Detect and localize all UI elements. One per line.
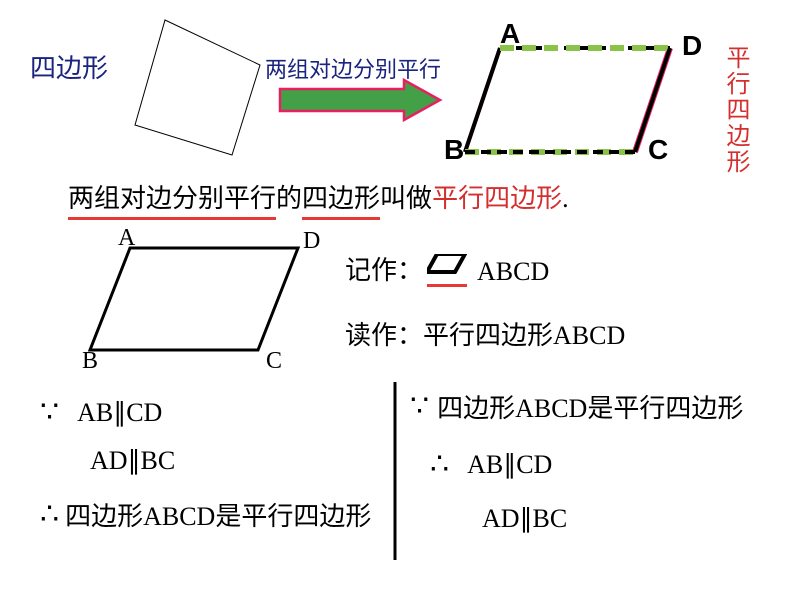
vertex-D-top: D [682, 30, 702, 62]
left-premise2: AD∥BC [90, 446, 175, 475]
right-premise: 四边形ABCD是平行四边形 [437, 388, 743, 425]
def-seg1: 两组对边分别平行 [68, 178, 276, 220]
arrow-transform [280, 80, 440, 120]
proof-right: ∵ 四边形ABCD是平行四边形 ∴ AB∥CD AD∥BC [410, 388, 743, 534]
parallelogram-mid [90, 248, 298, 350]
left-line2: AD∥BC [90, 446, 371, 476]
parallelogram-symbol-wrap [427, 251, 467, 287]
notation-row: 记作： ABCD [345, 250, 549, 287]
left-premise1: AB∥CD [77, 398, 162, 428]
label-parallelogram-vertical: 平行四边形 [718, 45, 753, 175]
right-concl2: AD∥BC [482, 504, 567, 533]
irregular-quad-shape [135, 20, 260, 155]
right-line1: ∵ 四边形ABCD是平行四边形 [410, 388, 743, 425]
left-conclusion-row: ∴ 四边形ABCD是平行四边形 [40, 496, 371, 533]
because-symbol-r: ∵ [410, 389, 429, 424]
notation-label: 记作： [345, 250, 423, 287]
text-arrow-label: 两组对边分别平行 [265, 57, 441, 82]
read-label: 读作：平行四边形ABCD [345, 321, 625, 350]
def-seg4: 叫做 [380, 184, 432, 213]
vertex-A-top: A [500, 18, 520, 50]
vertex-D-mid: D [303, 228, 320, 255]
def-seg5: 平行四边形 [432, 184, 562, 213]
therefore-symbol-r: ∴ [430, 447, 449, 482]
proof-left: ∵ AB∥CD AD∥BC ∴ 四边形ABCD是平行四边形 [40, 395, 371, 533]
def-seg2: 的 [276, 184, 302, 213]
def-seg3: 四边形 [302, 178, 380, 220]
def-seg6: . [562, 184, 569, 213]
left-conclusion: 四边形ABCD是平行四边形 [65, 496, 371, 533]
parallelogram-top [465, 48, 670, 152]
left-line1: ∵ AB∥CD [40, 395, 371, 430]
definition-line: 两组对边分别平行的四边形叫做平行四边形. [68, 178, 569, 220]
right-concl1: AB∥CD [467, 450, 552, 480]
notation-value: ABCD [477, 257, 549, 287]
right-line3: AD∥BC [482, 504, 743, 534]
label-arrow: 两组对边分别平行 [265, 52, 441, 84]
read-row: 读作：平行四边形ABCD [345, 315, 625, 352]
because-symbol: ∵ [40, 395, 59, 430]
vertex-B-mid: B [82, 348, 98, 375]
right-line2: ∴ AB∥CD [430, 447, 743, 482]
therefore-symbol: ∴ [40, 497, 59, 532]
vertex-C-top: C [648, 134, 668, 166]
label-quadrilateral: 四边形 [30, 48, 108, 85]
vertex-C-mid: C [266, 348, 282, 375]
text-quad: 四边形 [30, 54, 108, 83]
parallelogram-symbol-icon [427, 254, 467, 274]
vertex-A-mid: A [118, 225, 135, 252]
vertex-B-top: B [444, 134, 464, 166]
